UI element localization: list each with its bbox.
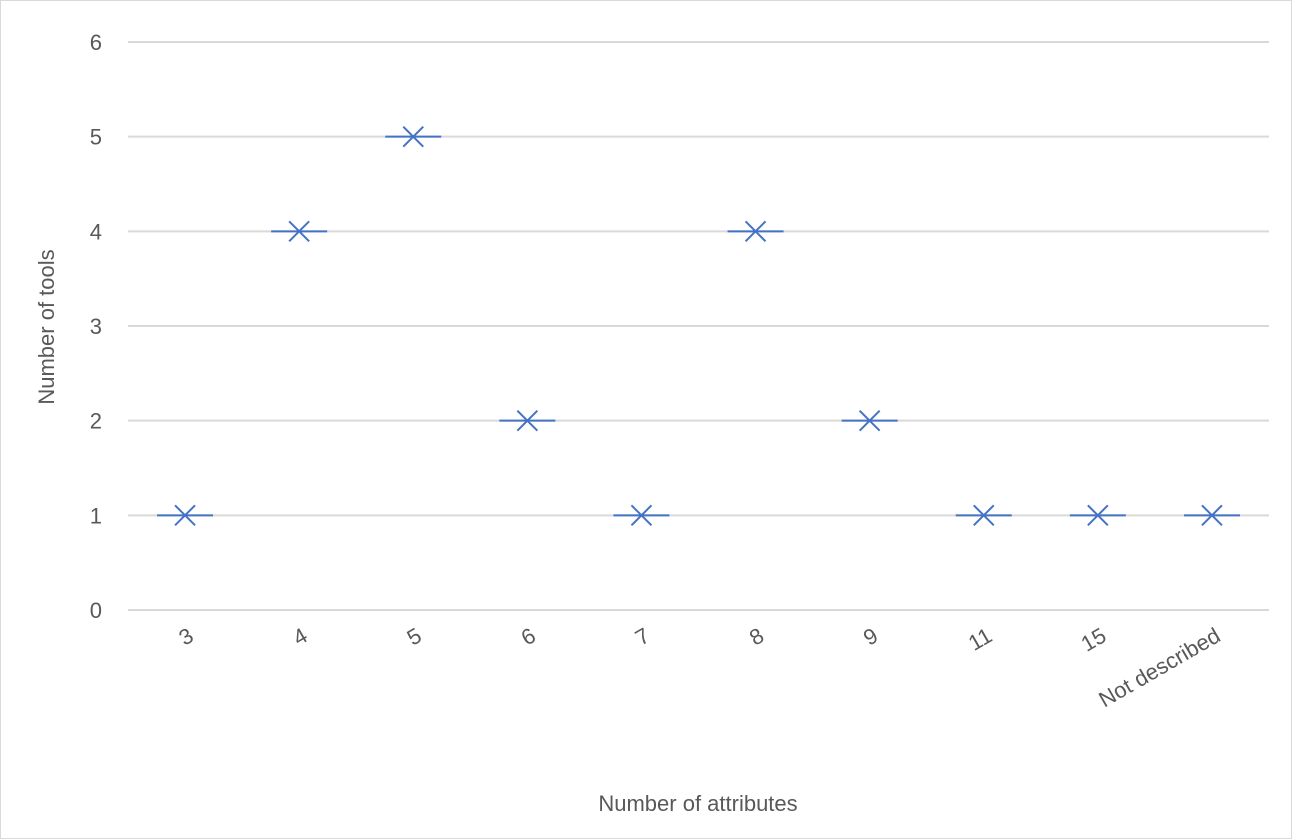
data-point	[385, 125, 442, 148]
data-point	[841, 409, 898, 432]
y-tick-label: 2	[90, 409, 102, 434]
x-tick-label: 6	[517, 623, 540, 651]
x-tick-label: 15	[1077, 623, 1111, 657]
data-point	[1183, 504, 1240, 527]
y-tick-label: 4	[90, 219, 102, 244]
data-point	[1069, 504, 1126, 527]
x-tick-label: 8	[745, 623, 768, 651]
y-tick-label: 3	[90, 314, 102, 339]
y-axis-ticks: 0 1 2 3 4 5 6	[90, 30, 102, 623]
x-tick-label: 11	[964, 623, 996, 656]
data-point	[157, 504, 214, 527]
y-tick-label: 0	[90, 598, 102, 623]
data-point	[727, 220, 784, 243]
x-tick-label: 5	[403, 623, 426, 651]
data-point	[499, 409, 556, 432]
gridlines	[128, 41, 1269, 611]
data-point	[271, 220, 328, 243]
y-tick-label: 1	[90, 503, 102, 528]
data-point	[613, 504, 670, 527]
y-axis-title: Number of tools	[34, 249, 59, 404]
y-tick-label: 6	[90, 30, 102, 55]
data-point	[955, 504, 1012, 527]
data-points	[157, 125, 1240, 527]
x-tick-label: 7	[631, 623, 654, 651]
x-tick-label: 9	[859, 623, 882, 651]
y-tick-label: 5	[90, 125, 102, 150]
x-tick-label: 3	[174, 623, 197, 651]
x-tick-label: 4	[289, 623, 312, 651]
x-axis-title: Number of attributes	[598, 791, 797, 816]
x-tick-label: Not described	[1094, 623, 1224, 713]
